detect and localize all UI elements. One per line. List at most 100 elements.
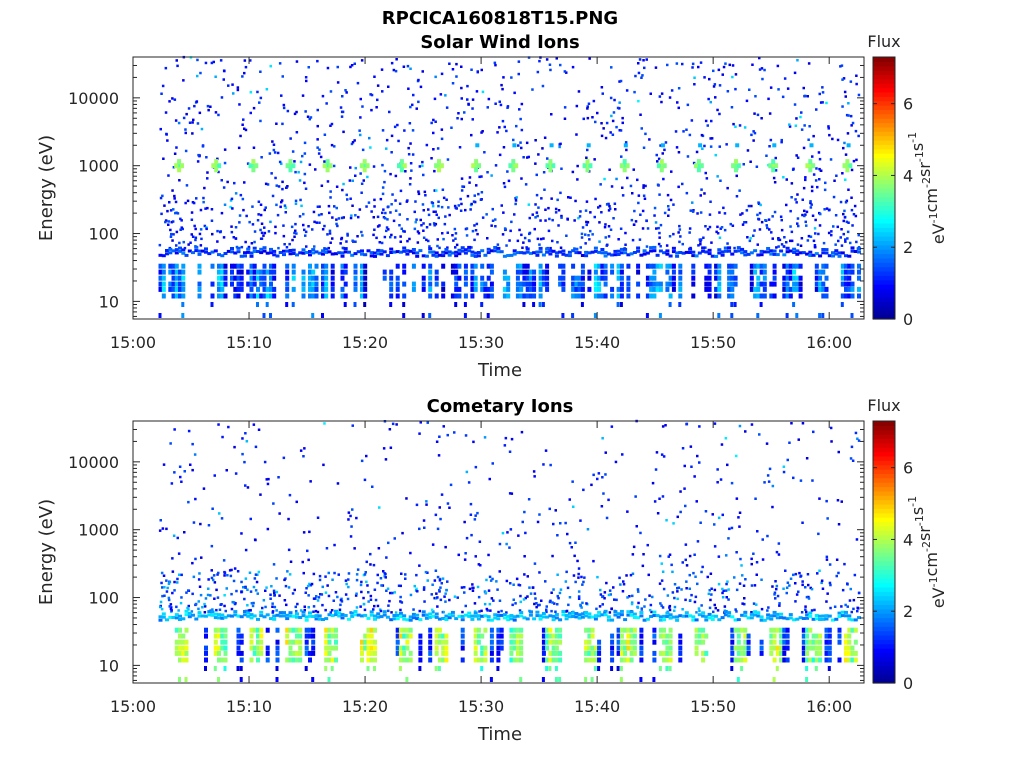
flux-pixel: [826, 517, 829, 520]
flux-pixel: [404, 170, 407, 173]
flux-pixel: [730, 286, 735, 292]
flux-pixel: [512, 252, 517, 256]
flux-pixel: [442, 610, 445, 614]
flux-pixel: [291, 252, 296, 255]
flux-pixel: [831, 251, 835, 255]
flux-pixel: [334, 613, 338, 617]
flux-pixel: [841, 105, 844, 108]
flux-pixel: [750, 584, 754, 587]
flux-pixel: [325, 167, 330, 173]
flux-pixel: [161, 286, 166, 292]
flux-pixel: [442, 196, 446, 200]
flux-pixel: [198, 585, 202, 588]
flux-pixel: [409, 162, 413, 165]
flux-pixel: [181, 302, 185, 307]
flux-pixel: [786, 581, 790, 584]
flux-pixel: [298, 633, 303, 639]
flux-pixel: [454, 250, 459, 254]
flux-pixel: [207, 108, 210, 112]
flux-pixel: [851, 224, 854, 227]
flux-pixel: [373, 75, 376, 78]
flux-pixel: [759, 269, 764, 275]
flux-pixel: [842, 77, 846, 80]
flux-pixel: [343, 614, 348, 617]
flux-pixel: [662, 639, 667, 645]
flux-pixel: [512, 143, 517, 148]
flux-pixel: [217, 170, 220, 174]
flux-pixel: [413, 227, 417, 231]
flux-pixel: [476, 614, 481, 618]
flux-pixel: [824, 633, 829, 639]
flux-pixel: [181, 248, 186, 252]
flux-pixel: [805, 224, 808, 227]
flux-pixel: [415, 107, 418, 110]
flux-pixel: [434, 645, 439, 651]
flux-pixel: [369, 93, 372, 96]
flux-pixel: [473, 657, 478, 663]
flux-pixel: [657, 157, 661, 161]
flux-pixel: [363, 263, 368, 269]
flux-pixel: [854, 431, 858, 435]
flux-pixel: [480, 175, 483, 178]
flux-pixel: [734, 125, 737, 128]
colorbar-segment: [873, 486, 895, 492]
flux-pixel: [741, 223, 745, 226]
flux-pixel: [440, 137, 444, 141]
flux-pixel: [776, 594, 780, 598]
colorbar-segment: [873, 665, 895, 671]
flux-pixel: [844, 263, 848, 269]
flux-pixel: [311, 313, 315, 318]
flux-pixel: [317, 213, 321, 217]
flux-pixel: [269, 286, 273, 292]
flux-pixel: [593, 645, 598, 651]
flux-pixel: [340, 263, 345, 269]
flux-pixel: [549, 463, 552, 467]
flux-pixel: [282, 224, 285, 227]
flux-pixel: [760, 220, 764, 224]
flux-pixel: [520, 430, 524, 434]
flux-pixel: [665, 263, 670, 269]
flux-pixel: [186, 199, 190, 203]
flux-pixel: [466, 194, 470, 198]
flux-pixel: [688, 247, 693, 251]
flux-pixel: [499, 633, 504, 639]
flux-pixel: [805, 657, 810, 663]
flux-pixel: [159, 519, 162, 522]
flux-pixel: [353, 62, 356, 65]
flux-pixel: [473, 281, 478, 287]
flux-pixel: [733, 576, 736, 579]
flux-pixel: [382, 269, 387, 275]
flux-pixel: [316, 108, 319, 112]
flux-pixel: [254, 445, 258, 449]
flux-pixel: [344, 593, 348, 596]
flux-pixel: [263, 460, 267, 464]
flux-pixel: [460, 586, 464, 589]
flux-pixel: [398, 633, 403, 639]
flux-pixel: [795, 286, 800, 292]
flux-pixel: [763, 68, 766, 72]
flux-pixel: [619, 79, 623, 83]
flux-pixel: [750, 611, 753, 614]
flux-pixel: [589, 211, 592, 214]
flux-pixel: [506, 531, 509, 534]
flux-pixel: [649, 603, 653, 607]
flux-pixel: [317, 614, 322, 618]
flux-pixel: [199, 208, 203, 212]
flux-pixel: [168, 263, 173, 269]
flux-pixel: [517, 534, 520, 537]
flux-pixel: [775, 246, 778, 249]
flux-pixel: [356, 568, 360, 571]
flux-pixel: [494, 164, 498, 167]
flux-pixel: [779, 616, 784, 620]
flux-pixel: [598, 605, 602, 608]
flux-pixel: [733, 275, 738, 281]
flux-pixel: [782, 245, 786, 248]
flux-pixel: [798, 251, 803, 255]
flux-pixel: [448, 506, 451, 509]
flux-pixel: [424, 254, 429, 258]
flux-pixel: [664, 424, 667, 427]
flux-pixel: [513, 91, 516, 95]
flux-pixel: [658, 615, 663, 619]
flux-pixel: [541, 627, 546, 633]
flux-pixel: [707, 275, 712, 281]
